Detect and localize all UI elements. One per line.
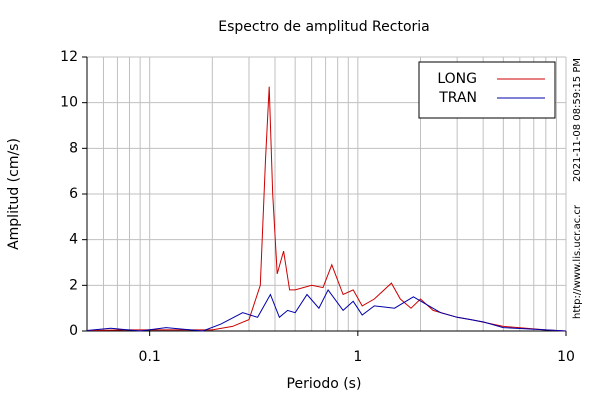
x-tick-label: 1	[353, 349, 362, 365]
y-tick-label: 2	[69, 277, 78, 293]
legend-label: TRAN	[438, 90, 477, 106]
y-tick-label: 8	[69, 140, 78, 156]
x-tick-label: 0.1	[139, 349, 161, 365]
y-tick-label: 0	[69, 323, 78, 339]
y-axis-label: Amplitud (cm/s)	[6, 138, 22, 250]
timestamp: 2021-11-08 08:59:15 PM	[572, 58, 583, 182]
y-tick-label: 12	[60, 49, 78, 65]
data-line	[86, 86, 567, 332]
legend-label: LONG	[437, 71, 477, 87]
y-tick-label: 10	[60, 95, 78, 111]
y-tick-label: 4	[69, 232, 78, 248]
legend-box	[418, 61, 556, 119]
x-axis-label: Periodo (s)	[287, 376, 362, 392]
x-tick-label: 10	[557, 349, 575, 365]
y-tick-label: 6	[69, 186, 78, 202]
source-url: http://www.lis.ucr.ac.cr	[572, 204, 583, 319]
chart-title: Espectro de amplitud Rectoria	[218, 19, 430, 35]
data-line	[86, 288, 567, 332]
